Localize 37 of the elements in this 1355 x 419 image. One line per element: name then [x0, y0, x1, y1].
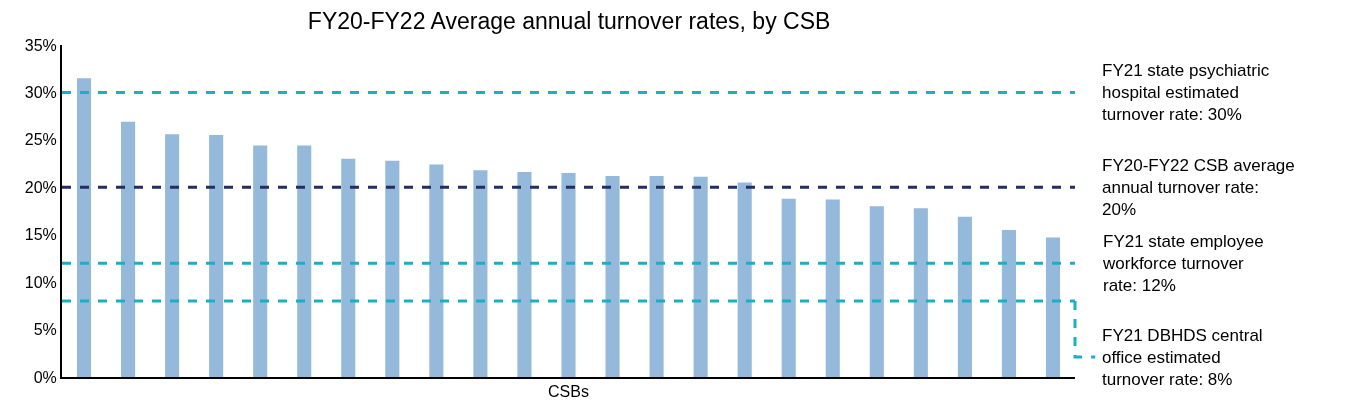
bar — [693, 176, 708, 377]
ref-line-label: FY21 state psychiatric hospital estimated turnover rate: 30% — [1102, 61, 1270, 125]
bar — [737, 182, 752, 377]
bar — [121, 121, 136, 377]
bar — [957, 216, 972, 377]
bar — [781, 198, 796, 377]
y-tick-label: 5% — [33, 321, 57, 339]
ref-line-label: FY20-FY22 CSB average annual turnover rate: 20% — [1102, 156, 1295, 220]
y-tick-label: 30% — [24, 84, 57, 102]
bar — [209, 135, 224, 377]
bar — [517, 172, 532, 377]
ref-line-label: FY21 state employee workforce turnover rate: 12% — [1102, 232, 1264, 296]
bar — [473, 170, 488, 377]
bar — [561, 173, 576, 377]
y-tick-label: 10% — [24, 273, 57, 291]
bar — [76, 78, 92, 377]
bar — [649, 175, 664, 377]
bar — [825, 199, 840, 377]
bar — [341, 158, 356, 377]
bar — [1001, 229, 1016, 377]
bar — [165, 134, 180, 377]
y-tick-label: 0% — [33, 368, 57, 386]
bar — [1045, 237, 1061, 377]
bar — [429, 164, 444, 377]
y-tick-label: 25% — [24, 131, 57, 149]
y-tick-label: 35% — [24, 36, 57, 54]
y-tick-label: 20% — [24, 178, 57, 196]
ref-line-label: FY21 DBHDS central office estimated turnover rate: 8% — [1102, 326, 1263, 390]
x-axis-title: CSBs — [548, 383, 589, 401]
bar — [869, 206, 884, 377]
y-tick-label: 15% — [24, 226, 57, 244]
bar — [385, 160, 400, 377]
bar — [297, 145, 312, 377]
bar — [605, 175, 620, 377]
bar — [913, 208, 928, 377]
chart-title: FY20-FY22 Average annual turnover rates, by CSB — [307, 7, 831, 34]
bar — [253, 145, 268, 377]
